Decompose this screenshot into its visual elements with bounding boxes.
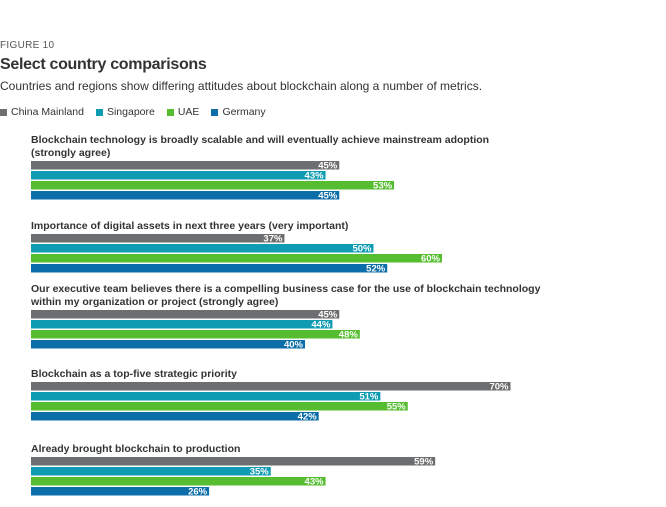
bar: [31, 264, 388, 273]
legend-item-uae: UAE: [166, 106, 200, 118]
legend-label: Germany: [222, 106, 266, 118]
bar: [31, 181, 395, 190]
legend-swatch: [166, 108, 174, 116]
bar-value-label: 40%: [284, 340, 304, 351]
bar: [31, 161, 340, 170]
bar-value-label: 51%: [359, 392, 379, 403]
bar: [31, 487, 210, 496]
bar-value-label: 59%: [414, 457, 434, 468]
bar: [31, 340, 305, 349]
legend-item-germany: Germany: [211, 106, 266, 118]
question-label: (strongly agree): [31, 147, 110, 159]
bar-value-label: 45%: [318, 161, 338, 172]
bar: [31, 244, 374, 253]
bar-value-label: 53%: [373, 181, 393, 192]
bar-value-label: 37%: [263, 234, 283, 245]
bar-value-label: 43%: [305, 171, 325, 182]
bar: [31, 254, 442, 263]
legend-swatch: [95, 108, 103, 116]
legend-item-china-mainland: China Mainland: [0, 106, 84, 118]
legend-label: UAE: [177, 106, 200, 118]
bar-value-label: 55%: [387, 402, 407, 413]
bar: [31, 477, 326, 486]
legend: China Mainland Singapore UAE Germany: [0, 106, 266, 118]
bar: [31, 392, 381, 401]
question-label: Blockchain as a top-five strategic prior…: [31, 368, 237, 380]
bar-value-label: 43%: [305, 477, 325, 488]
legend-label: Singapore: [106, 106, 155, 118]
question-label: within my organization or project (stron…: [30, 296, 278, 308]
question-label: Our executive team believes there is a c…: [31, 283, 541, 295]
chart-subtitle: Countries and regions show differing att…: [0, 79, 483, 93]
question-label: Already brought blockchain to production: [31, 443, 240, 455]
bar: [31, 234, 285, 243]
bar: [31, 171, 326, 180]
bar-value-label: 26%: [188, 487, 208, 498]
bar: [31, 310, 340, 319]
bar: [31, 457, 436, 466]
bar-value-label: 44%: [311, 320, 331, 331]
bar-value-label: 70%: [489, 382, 509, 393]
legend-label: China Mainland: [11, 106, 84, 118]
bar: [31, 330, 360, 339]
question-label: Blockchain technology is broadly scalabl…: [31, 134, 489, 146]
legend-swatch: [0, 108, 7, 116]
legend-item-singapore: Singapore: [95, 106, 155, 118]
bar: [31, 191, 340, 200]
bar-value-label: 42%: [298, 412, 318, 423]
bar-value-label: 35%: [250, 467, 270, 478]
bar: [31, 412, 319, 421]
bar: [31, 320, 333, 329]
bar-value-label: 50%: [352, 244, 372, 255]
figure-label: FIGURE 10: [0, 40, 55, 51]
bar-value-label: 60%: [421, 254, 441, 265]
bar: [31, 402, 408, 411]
bar: [31, 467, 271, 476]
bar-value-label: 45%: [318, 191, 338, 202]
legend-swatch: [211, 108, 219, 116]
bar: [31, 382, 511, 391]
bar-value-label: 52%: [366, 264, 386, 275]
bar-value-label: 48%: [339, 330, 359, 341]
bar-value-label: 45%: [318, 310, 338, 321]
question-label: Importance of digital assets in next thr…: [31, 220, 348, 232]
chart-title: Select country comparisons: [0, 56, 207, 73]
